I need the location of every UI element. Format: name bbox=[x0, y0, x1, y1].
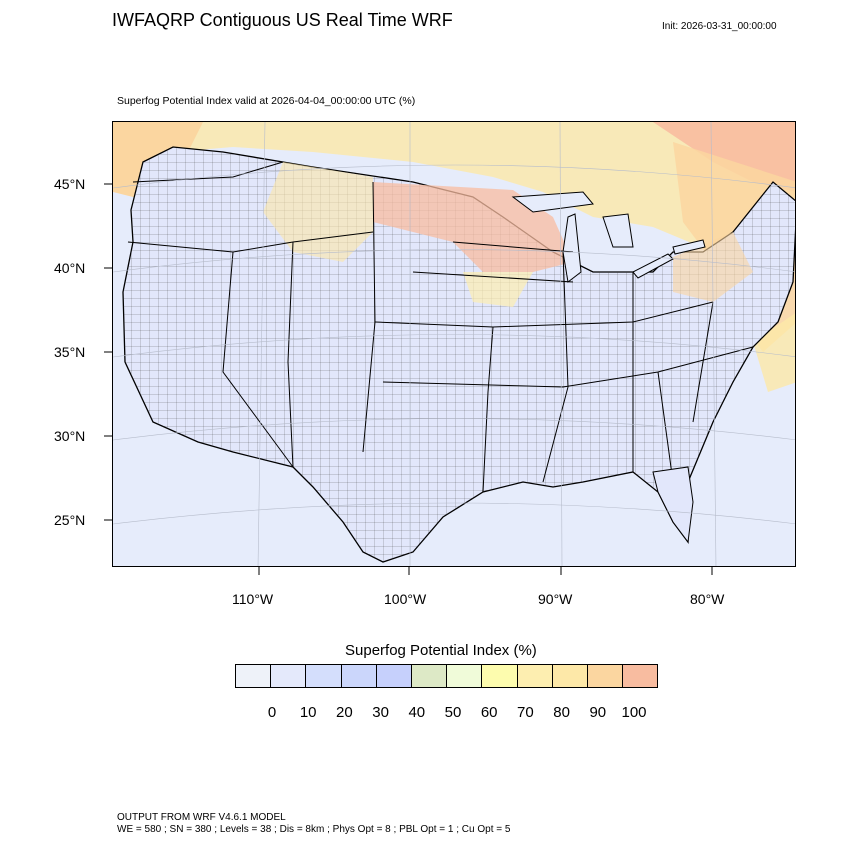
florida bbox=[652, 466, 694, 544]
colorbar-label: 60 bbox=[480, 704, 498, 721]
lon-label-110w: 110°W bbox=[232, 591, 274, 607]
colorbar-swatch bbox=[622, 664, 659, 688]
lake-erie bbox=[632, 253, 674, 279]
lake-ontario bbox=[672, 239, 706, 255]
colorbar-swatch bbox=[481, 664, 518, 688]
colorbar-label: 50 bbox=[444, 704, 462, 721]
colorbar-swatch bbox=[516, 664, 553, 688]
northern-rockies-mid-index bbox=[263, 162, 373, 262]
lon-label-90w: 90°W bbox=[538, 591, 573, 607]
colorbar-label: 70 bbox=[517, 704, 534, 721]
colorbar-label: 20 bbox=[336, 704, 353, 721]
colorbar-title: Superfog Potential Index (%) bbox=[345, 642, 537, 659]
colorbar-swatch bbox=[270, 664, 307, 688]
model-info: OUTPUT FROM WRF V4.6.1 MODEL bbox=[117, 812, 286, 823]
northern-fog-field bbox=[113, 122, 795, 262]
lat-label-45: 45°N bbox=[54, 176, 86, 192]
lat-label-30: 30°N bbox=[54, 428, 86, 444]
colorbar-swatch bbox=[340, 664, 377, 688]
colorbar-label: 30 bbox=[372, 704, 389, 721]
colorbar-swatch bbox=[446, 664, 483, 688]
atlantic-coast-field bbox=[753, 313, 795, 392]
map-canvas bbox=[113, 122, 795, 566]
colorbar bbox=[235, 664, 659, 688]
lon-label-80w: 80°W bbox=[690, 591, 725, 607]
colorbar-label: 40 bbox=[408, 704, 426, 721]
lat-label-40: 40°N bbox=[54, 260, 86, 276]
colorbar-label: 100 bbox=[621, 704, 647, 721]
colorbar-label: 0 bbox=[267, 704, 277, 721]
colorbar-swatch bbox=[410, 664, 448, 688]
field-subtitle: Superfog Potential Index valid at 2026-0… bbox=[117, 95, 416, 107]
init-time: Init: 2026-03-31_00:00:00 bbox=[662, 21, 777, 32]
colorbar-label: 80 bbox=[553, 704, 570, 721]
colorbar-swatch bbox=[586, 664, 624, 688]
central-plains-mid-index bbox=[463, 272, 533, 307]
lat-label-25: 25°N bbox=[54, 512, 86, 528]
colorbar-label: 10 bbox=[299, 704, 317, 721]
model-config: WE = 580 ; SN = 380 ; Levels = 38 ; Dis … bbox=[117, 824, 511, 835]
county-lines bbox=[123, 147, 795, 562]
colorbar-label: 90 bbox=[589, 704, 607, 721]
map-panel[interactable] bbox=[112, 121, 796, 567]
colorbar-swatch bbox=[305, 664, 342, 688]
plot-title: IWFAQRP Contiguous US Real Time WRF bbox=[112, 10, 453, 30]
lake-huron bbox=[602, 213, 634, 248]
lat-label-35: 35°N bbox=[54, 344, 86, 360]
lake-superior bbox=[511, 191, 594, 213]
graticule bbox=[113, 122, 795, 566]
colorbar-swatch bbox=[375, 664, 412, 688]
colorbar-swatch bbox=[235, 664, 272, 688]
colorbar-swatch bbox=[551, 664, 588, 688]
lake-michigan bbox=[562, 213, 582, 283]
lon-label-100w: 100°W bbox=[384, 591, 427, 607]
